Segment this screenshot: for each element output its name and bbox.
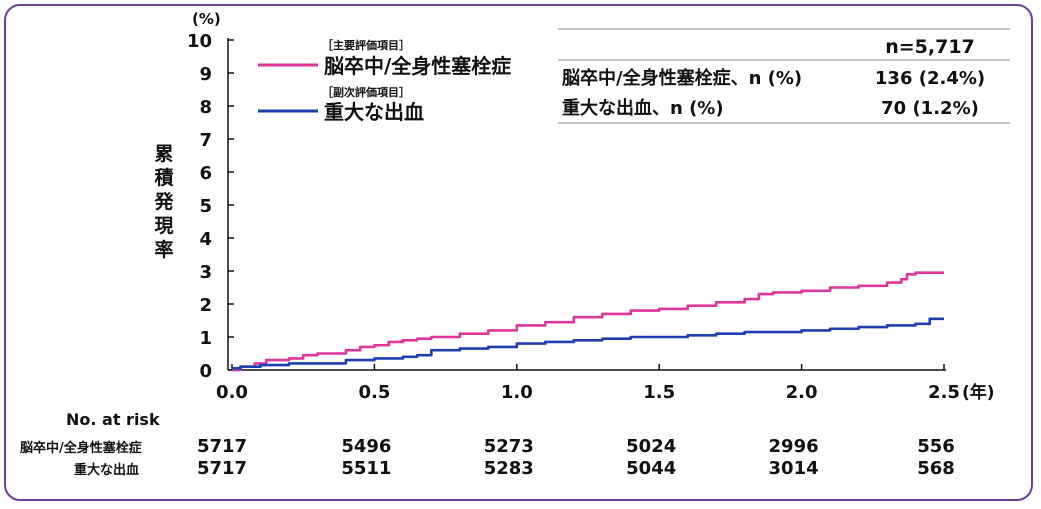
legend-label-bleeding: 重大な出血: [324, 100, 424, 124]
risk-table: No. at risk 脳卒中/全身性塞栓症 重大な出血 5717 5496 527…: [20, 410, 955, 479]
summary-row-bleeding-value: 70 (1.2%): [881, 98, 979, 119]
series-lines: [232, 271, 944, 372]
summary-row-stroke-value: 136 (2.4%): [875, 68, 985, 89]
risk-value: 5717: [197, 458, 247, 479]
y-axis-label: 累積発現率: [153, 143, 174, 261]
x-tick-label: 1.5: [643, 382, 675, 403]
summary-table: n=5,717 脳卒中/全身性塞栓症、n (%) 136 (2.4%) 重大な出…: [558, 28, 1010, 124]
series-line-stroke: [232, 271, 944, 372]
y-tick-label: 10: [187, 31, 212, 52]
y-tick-label: 1: [199, 328, 212, 349]
y-tick-label: 4: [199, 229, 212, 250]
legend: ［主要評価項目］ 脳卒中/全身性塞栓症 ［副次評価項目］ 重大な出血: [258, 38, 511, 124]
risk-value: 5283: [484, 458, 534, 479]
risk-table-title: No. at risk: [66, 410, 160, 429]
risk-row-label-bleeding: 重大な出血: [74, 462, 139, 478]
figure-frame: [4, 4, 1033, 501]
x-ticks: 0.0 0.5 1.0 1.5 2.0 2.5: [216, 364, 960, 403]
summary-header: n=5,717: [885, 36, 975, 58]
risk-row-label-stroke: 脳卒中/全身性塞栓症: [20, 440, 142, 456]
risk-value: 3014: [769, 458, 819, 479]
risk-value: 5024: [626, 436, 676, 457]
y-tick-label: 3: [199, 262, 212, 283]
legend-tag-primary: ［主要評価項目］: [322, 38, 410, 52]
risk-value: 5511: [341, 458, 391, 479]
y-tick-label: 0: [199, 361, 212, 382]
risk-value: 556: [917, 436, 955, 457]
y-tick-label: 5: [199, 196, 212, 217]
y-tick-label: 7: [199, 130, 212, 151]
x-tick-label: 1.0: [501, 382, 533, 403]
axes: [227, 38, 946, 371]
y-ticks: 0 1 2 3 4 5 6 7 8 9 10: [187, 31, 234, 382]
y-unit-label: (%): [192, 10, 221, 28]
risk-value: 5496: [341, 436, 391, 457]
risk-value: 2996: [769, 436, 819, 457]
summary-row-stroke-label: 脳卒中/全身性塞栓症、n (%): [562, 67, 802, 89]
risk-value: 5717: [197, 436, 247, 457]
series-line-bleeding: [232, 317, 944, 370]
y-tick-label: 9: [199, 64, 212, 85]
risk-value: 568: [917, 458, 955, 479]
risk-value: 5273: [484, 436, 534, 457]
legend-tag-secondary: ［副次評価項目］: [322, 85, 410, 99]
legend-label-stroke: 脳卒中/全身性塞栓症: [323, 54, 511, 78]
x-tick-label: 2.0: [786, 382, 818, 403]
y-tick-label: 8: [199, 97, 212, 118]
risk-value: 5044: [626, 458, 676, 479]
x-tick-label: 0.5: [358, 382, 390, 403]
x-tick-label: 2.5: [928, 382, 960, 403]
x-unit-label: (年): [962, 382, 995, 403]
summary-row-bleeding-label: 重大な出血、n (%): [562, 97, 724, 119]
y-tick-label: 6: [199, 163, 212, 184]
y-tick-label: 2: [199, 295, 212, 316]
x-tick-label: 0.0: [216, 382, 248, 403]
